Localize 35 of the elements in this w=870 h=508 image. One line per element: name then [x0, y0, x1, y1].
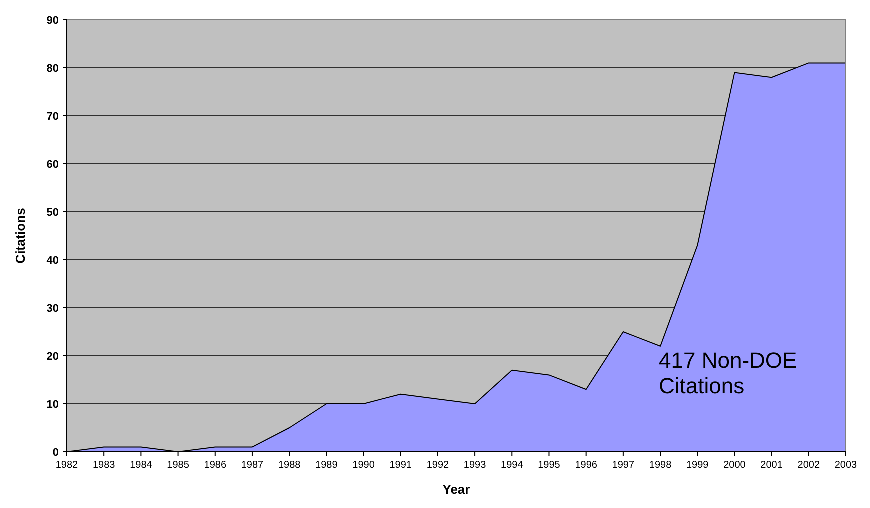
x-tick-label: 1996	[575, 460, 598, 471]
x-axis-title: Year	[442, 482, 470, 497]
y-axis-title: Citations	[13, 208, 28, 264]
x-tick-label: 1998	[649, 460, 672, 471]
x-tick-label: 1989	[316, 460, 338, 471]
x-tick-label: 2003	[834, 460, 858, 471]
y-tick-label: 70	[46, 110, 59, 123]
y-tick-label: 80	[46, 62, 59, 75]
x-tick-label: 1993	[464, 460, 487, 471]
x-tick-label: 1982	[56, 460, 79, 471]
y-tick-label: 10	[46, 398, 59, 411]
x-tick-label: 1997	[612, 460, 635, 471]
x-tick-label: 1986	[204, 460, 227, 471]
x-tick-label: 1987	[241, 460, 264, 471]
y-tick-label: 30	[46, 302, 59, 315]
x-tick-label: 2001	[760, 460, 784, 471]
x-tick-label: 1999	[686, 460, 710, 471]
annotation: 417 Non-DOE Citations	[659, 348, 798, 398]
y-tick-label: 60	[46, 158, 59, 171]
x-tick-label: 2002	[798, 460, 820, 471]
x-tick-label: 1988	[278, 460, 302, 471]
y-tick-label: 50	[46, 206, 59, 219]
x-tick-label: 1983	[92, 460, 116, 471]
y-tick-label: 0	[52, 446, 59, 459]
x-tick-label: 1985	[167, 460, 190, 471]
x-tick-label: 1994	[501, 460, 524, 471]
x-tick-label: 1984	[130, 460, 153, 471]
x-tick-label: 1995	[538, 460, 561, 471]
x-tick-label: 1992	[426, 460, 450, 471]
y-tick-label: 20	[46, 350, 59, 363]
x-tick-label: 2000	[724, 460, 746, 471]
y-tick-label: 40	[46, 254, 59, 267]
x-tick-label: 1990	[352, 460, 376, 471]
x-tick-label: 1991	[390, 460, 412, 471]
y-tick-label: 90	[46, 14, 59, 27]
